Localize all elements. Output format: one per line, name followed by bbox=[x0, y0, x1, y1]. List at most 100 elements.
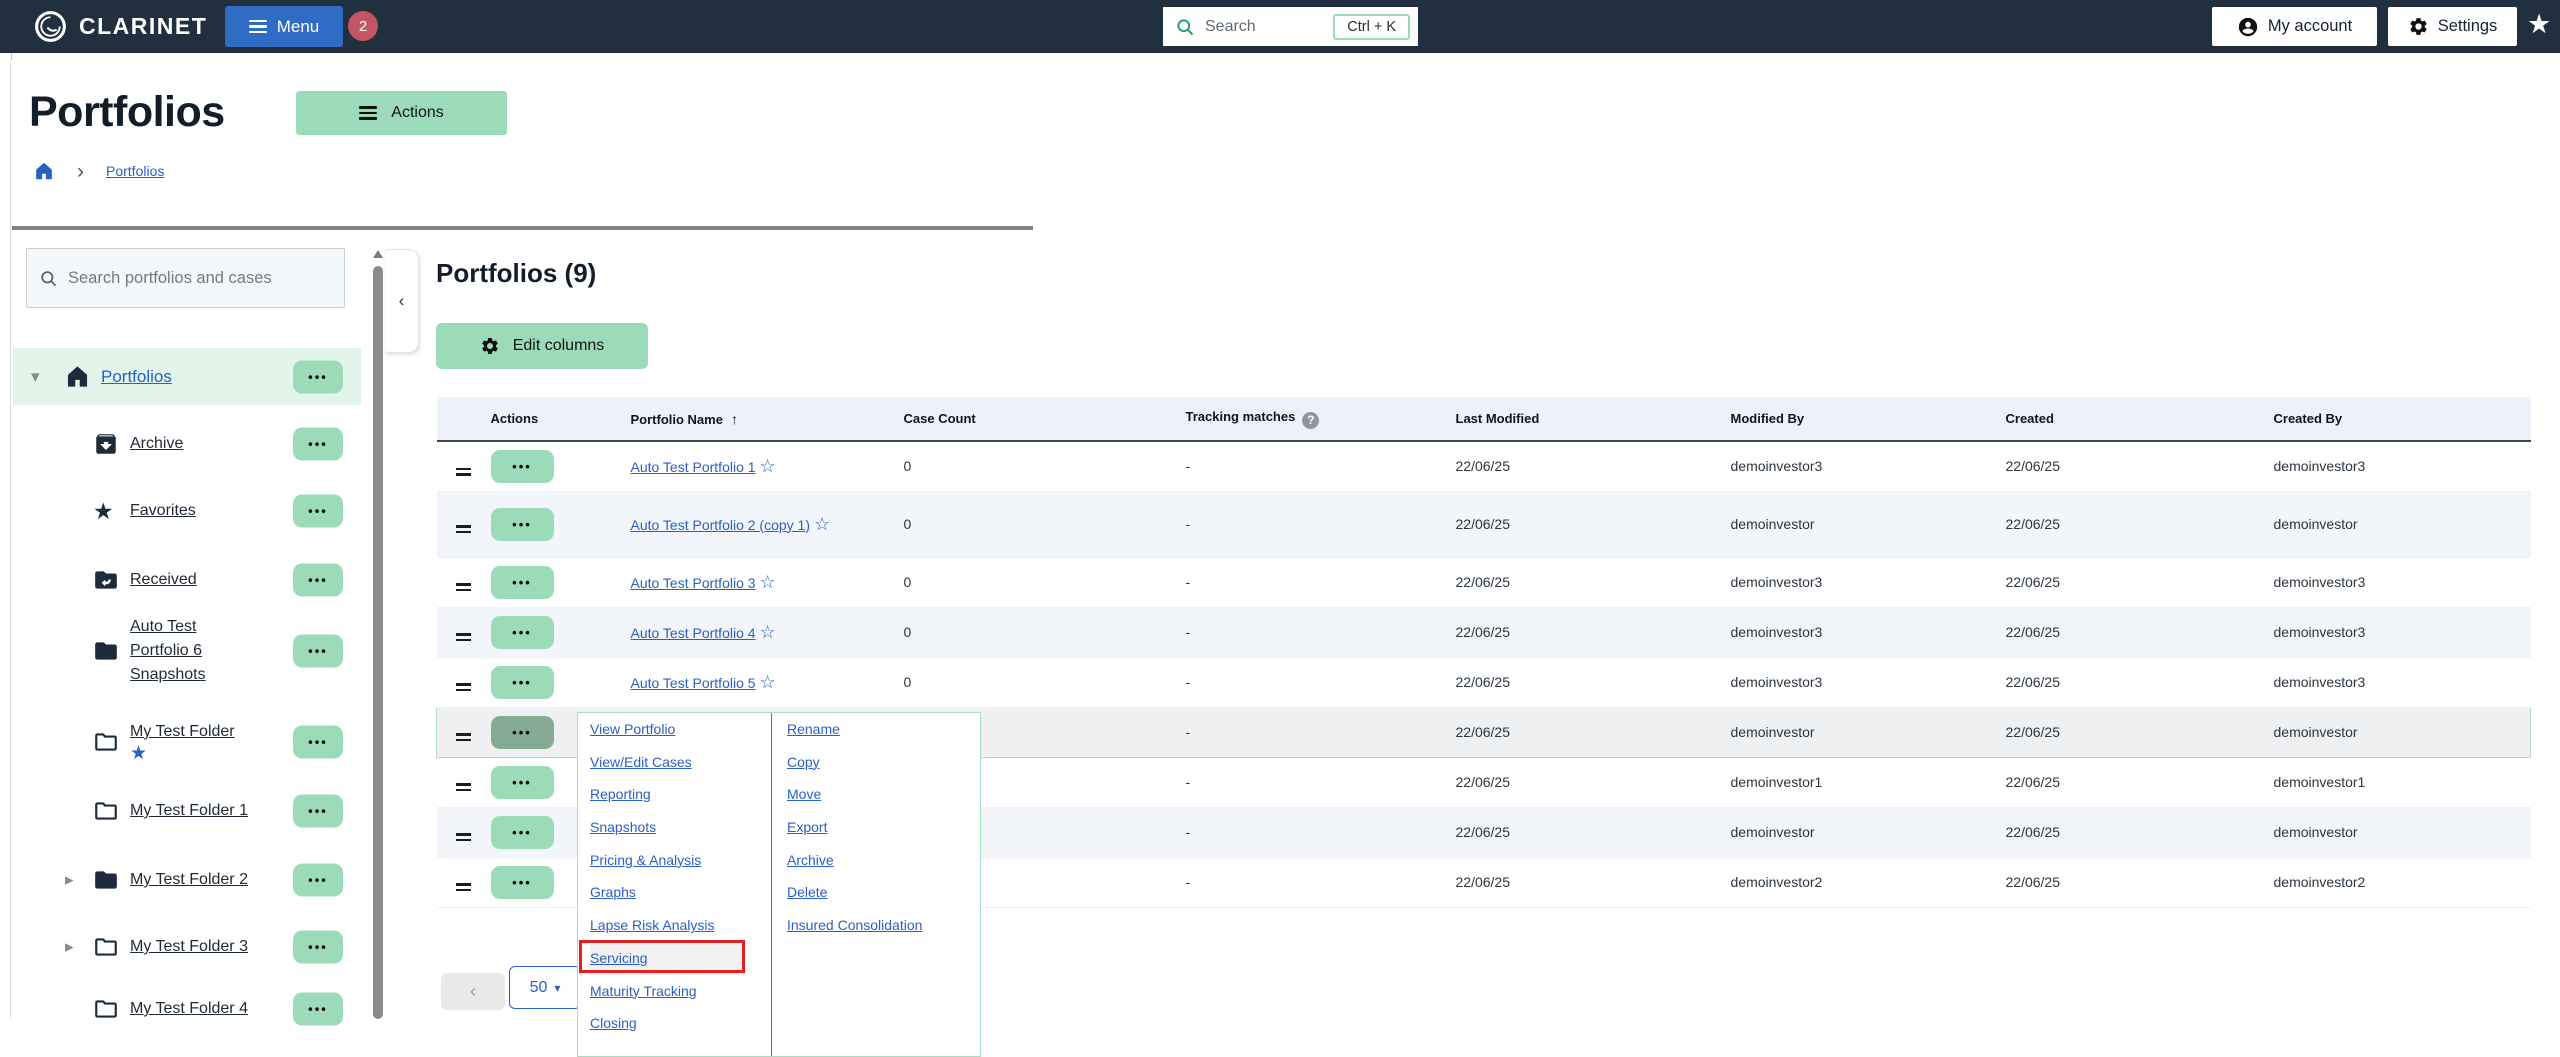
row-actions-button[interactable]: ••• bbox=[490, 449, 554, 483]
sidebar-item-label[interactable]: My Test Folder 3 bbox=[130, 938, 248, 955]
my-account-button[interactable]: My account bbox=[2212, 7, 2377, 46]
row-actions-button[interactable]: ••• bbox=[490, 507, 554, 541]
menu-item-servicing[interactable]: Servicing bbox=[590, 941, 744, 975]
column-header-last-modified[interactable]: Last Modified bbox=[1455, 397, 1731, 442]
row-actions-button[interactable]: ••• bbox=[490, 865, 554, 899]
column-header-actions[interactable]: Actions bbox=[490, 397, 631, 442]
help-icon[interactable]: ? bbox=[1302, 411, 1320, 429]
row-actions-button[interactable]: ••• bbox=[490, 565, 554, 599]
sidebar-item-favorites[interactable]: ★ Favorites ★ ••• bbox=[13, 491, 361, 531]
pagination-prev-button[interactable]: ‹ bbox=[441, 973, 505, 1010]
item-actions-button[interactable]: ••• bbox=[293, 427, 343, 461]
item-actions-button[interactable]: ••• bbox=[293, 494, 343, 528]
sidebar-item-label[interactable]: My Test Folder bbox=[130, 722, 235, 740]
menu-item-delete[interactable]: Delete bbox=[787, 884, 828, 901]
scroll-up-arrow-icon[interactable] bbox=[373, 250, 383, 258]
item-actions-button[interactable]: ••• bbox=[293, 725, 343, 759]
item-actions-button[interactable]: ••• bbox=[293, 794, 343, 828]
sidebar-item-received[interactable]: Received ★ ••• bbox=[13, 560, 361, 600]
menu-item-reporting[interactable]: Reporting bbox=[590, 786, 651, 803]
sidebar-item-label[interactable]: My Test Folder 2 bbox=[130, 871, 248, 888]
row-actions-button[interactable]: ••• bbox=[490, 815, 554, 849]
portfolio-link[interactable]: Auto Test Portfolio 3 bbox=[630, 574, 756, 591]
menu-item-move[interactable]: Move bbox=[787, 786, 822, 803]
item-actions-button[interactable]: ••• bbox=[293, 634, 343, 668]
portfolio-link[interactable]: Auto Test Portfolio 4 bbox=[630, 624, 756, 641]
sidebar-item-my-test-folder[interactable]: My Test Folder ★ ••• bbox=[13, 712, 361, 772]
favorite-star-outline-icon[interactable]: ☆ bbox=[759, 455, 776, 476]
row-actions-button[interactable]: ••• bbox=[490, 715, 554, 749]
column-header-created-by[interactable]: Created By bbox=[2273, 397, 2531, 442]
global-search-input[interactable]: Search Ctrl + K bbox=[1163, 7, 1418, 46]
actions-button[interactable]: Actions bbox=[296, 91, 507, 135]
edit-columns-button[interactable]: Edit columns bbox=[436, 323, 648, 369]
drag-handle[interactable] bbox=[456, 733, 472, 742]
item-actions-button[interactable]: ••• bbox=[293, 563, 343, 597]
menu-item-graphs[interactable]: Graphs bbox=[590, 884, 636, 901]
brand[interactable]: CLARINET bbox=[32, 8, 207, 45]
tree-caret-icon[interactable]: ▸ bbox=[65, 937, 74, 956]
drag-handle[interactable] bbox=[456, 525, 471, 534]
sidebar-item-label[interactable]: My Test Folder 4 bbox=[130, 1000, 248, 1017]
drag-handle[interactable] bbox=[456, 467, 471, 476]
sidebar-collapse-button[interactable]: ‹ bbox=[385, 249, 419, 353]
page-size-select[interactable]: 50 ▾ bbox=[509, 966, 581, 1009]
sidebar-search-input[interactable] bbox=[68, 268, 332, 288]
breadcrumb-portfolios-link[interactable]: Portfolios bbox=[106, 163, 165, 179]
favorite-star-outline-icon[interactable]: ☆ bbox=[759, 671, 776, 692]
sidebar-item-label[interactable]: Auto Test Portfolio 6 Snapshots bbox=[130, 618, 206, 683]
drag-handle[interactable] bbox=[456, 883, 471, 892]
drag-handle[interactable] bbox=[456, 833, 471, 842]
favorite-star-outline-icon[interactable]: ☆ bbox=[759, 571, 776, 592]
favorite-star-outline-icon[interactable]: ☆ bbox=[814, 513, 831, 534]
menu-item-export[interactable]: Export bbox=[787, 819, 828, 836]
menu-item-rename[interactable]: Rename bbox=[787, 721, 840, 737]
tree-caret-icon[interactable]: ▸ bbox=[65, 870, 74, 889]
favorites-star-icon[interactable]: ★ bbox=[2527, 9, 2552, 39]
tree-caret-icon[interactable]: ▾ bbox=[31, 366, 40, 386]
menu-item-copy[interactable]: Copy bbox=[787, 753, 820, 770]
settings-button[interactable]: Settings bbox=[2388, 7, 2517, 46]
sidebar-item-auto-test-portfolio-6-snapshots[interactable]: Auto Test Portfolio 6 Snapshots ★ ••• bbox=[13, 614, 361, 688]
menu-item-view-portfolio[interactable]: View Portfolio bbox=[590, 721, 676, 737]
column-header-portfolio-name[interactable]: Portfolio Name ↑ bbox=[630, 397, 904, 442]
menu-item-closing[interactable]: Closing bbox=[590, 1015, 637, 1032]
favorite-star-outline-icon[interactable]: ☆ bbox=[759, 621, 776, 642]
menu-item-insured-consolidation[interactable]: Insured Consolidation bbox=[787, 917, 923, 934]
sidebar-item-label[interactable]: Archive bbox=[130, 435, 184, 452]
sidebar-item-label[interactable]: Received bbox=[130, 571, 197, 588]
row-actions-button[interactable]: ••• bbox=[490, 615, 554, 649]
sidebar-item-label[interactable]: My Test Folder 1 bbox=[130, 802, 248, 819]
menu-item-maturity-tracking[interactable]: Maturity Tracking bbox=[590, 982, 697, 999]
sidebar-item-portfolios[interactable]: ▾ Portfolios ★ ••• bbox=[13, 348, 361, 405]
column-header-modified-by[interactable]: Modified By bbox=[1730, 397, 2006, 442]
item-actions-button[interactable]: ••• bbox=[293, 360, 343, 393]
drag-handle[interactable] bbox=[456, 583, 471, 592]
item-actions-button[interactable]: ••• bbox=[293, 930, 343, 964]
sidebar-item-my-test-folder-3[interactable]: ▸ My Test Folder 3 ★ ••• bbox=[13, 927, 361, 967]
menu-item-snapshots[interactable]: Snapshots bbox=[590, 819, 657, 836]
sidebar-scrollbar[interactable] bbox=[371, 246, 385, 1019]
portfolio-link[interactable]: Auto Test Portfolio 2 (copy 1) bbox=[630, 516, 811, 533]
column-header-created[interactable]: Created bbox=[2005, 397, 2274, 442]
scrollbar-thumb[interactable] bbox=[373, 266, 383, 1019]
column-header-case-count[interactable]: Case Count bbox=[903, 397, 1186, 442]
row-actions-button[interactable]: ••• bbox=[490, 665, 554, 699]
column-header-tracking-matches[interactable]: Tracking matches? bbox=[1185, 397, 1456, 442]
sidebar-item-label[interactable]: Portfolios bbox=[101, 366, 172, 386]
drag-handle[interactable] bbox=[456, 633, 471, 642]
portfolio-link[interactable]: Auto Test Portfolio 1 bbox=[630, 458, 756, 475]
item-actions-button[interactable]: ••• bbox=[293, 992, 343, 1026]
sidebar-item-my-test-folder-2[interactable]: ▸ My Test Folder 2 ★ ••• bbox=[13, 860, 361, 900]
item-actions-button[interactable]: ••• bbox=[293, 863, 343, 897]
menu-item-view-edit-cases[interactable]: View/Edit Cases bbox=[590, 753, 692, 770]
menu-item-pricing-analysis[interactable]: Pricing & Analysis bbox=[590, 851, 702, 868]
row-actions-button[interactable]: ••• bbox=[490, 765, 554, 799]
sidebar-item-archive[interactable]: Archive ★ ••• bbox=[13, 424, 361, 464]
notification-badge[interactable]: 2 bbox=[348, 11, 378, 41]
sidebar-search[interactable] bbox=[26, 248, 345, 308]
menu-item-archive[interactable]: Archive bbox=[787, 851, 834, 868]
drag-handle[interactable] bbox=[456, 683, 471, 692]
sidebar-item-my-test-folder-1[interactable]: My Test Folder 1 ★ ••• bbox=[13, 791, 361, 831]
portfolio-link[interactable]: Auto Test Portfolio 5 bbox=[630, 674, 756, 691]
